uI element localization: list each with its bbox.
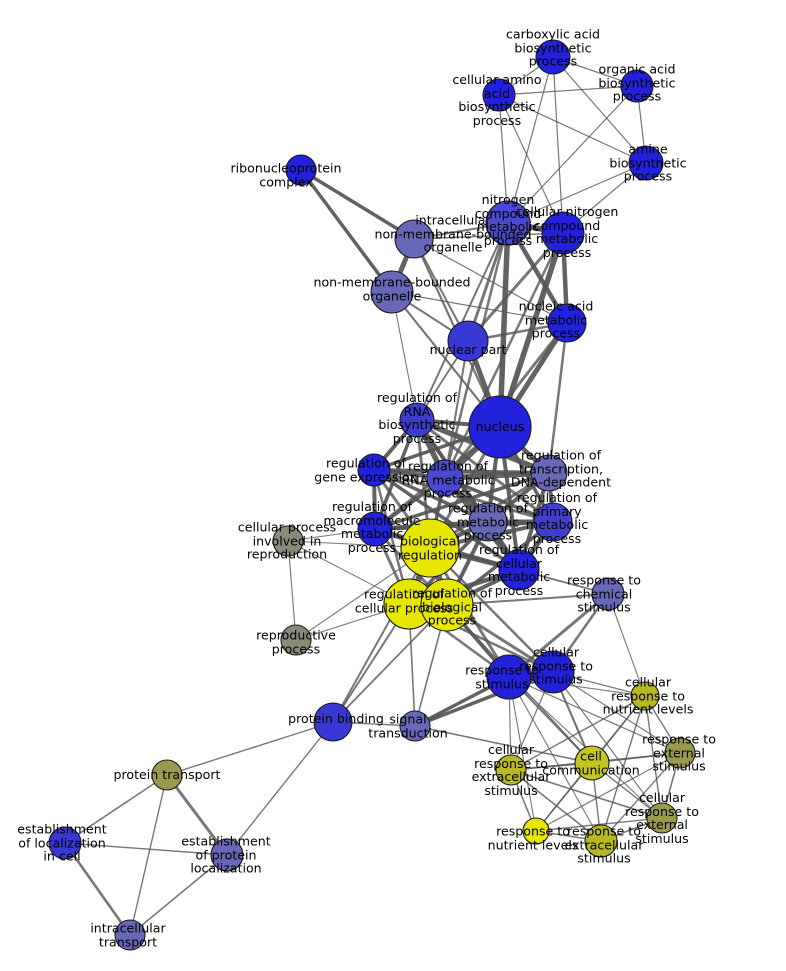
graph-edge bbox=[552, 56, 647, 164]
graph-node-signal-transduction[interactable] bbox=[399, 710, 431, 742]
graph-edge bbox=[547, 321, 569, 475]
graph-node-cellular-response-to-extracellular-stimulus[interactable] bbox=[495, 754, 527, 786]
graph-edge bbox=[299, 168, 416, 241]
graph-edge bbox=[414, 725, 593, 764]
edges-group bbox=[63, 56, 681, 937]
graph-node-establishment-of-protein-localization[interactable] bbox=[210, 838, 244, 872]
graph-edge bbox=[507, 56, 554, 224]
graph-edge bbox=[64, 842, 228, 856]
graph-edge bbox=[373, 418, 419, 531]
graph-edge bbox=[391, 291, 568, 324]
graph-node-response-to-nutrient-levels[interactable] bbox=[522, 817, 550, 845]
graph-edge bbox=[510, 769, 663, 819]
graph-node-regulation-of-macromolecule-metabolic-process[interactable] bbox=[357, 511, 393, 547]
graph-edge bbox=[510, 769, 602, 842]
graph-edge bbox=[607, 593, 646, 697]
graph-node-response-to-extracellular-stimulus[interactable] bbox=[584, 824, 618, 858]
graph-edge bbox=[372, 468, 490, 524]
graph-node-response-to-chemical-stimulus[interactable] bbox=[591, 577, 625, 611]
graph-edge bbox=[226, 721, 334, 856]
graph-node-nuclear-part[interactable] bbox=[447, 320, 489, 362]
graph-edge bbox=[535, 817, 663, 832]
graph-node-cellular-response-to-nutrient-levels[interactable] bbox=[630, 681, 660, 711]
graph-node-reproductive-process[interactable] bbox=[280, 624, 312, 656]
graph-node-nitrogen-compound-metabolic-process[interactable] bbox=[485, 200, 531, 246]
graph-node-regulation-of-primary-metabolic-process[interactable] bbox=[533, 502, 573, 542]
graph-edge bbox=[63, 841, 132, 937]
graph-edge bbox=[535, 752, 681, 832]
graph-node-amine-biosynthetic-process[interactable] bbox=[628, 145, 664, 181]
graph-node-cellular-response-to-external-stimulus[interactable] bbox=[646, 802, 678, 834]
graph-node-biological-regulation[interactable] bbox=[400, 518, 460, 578]
graph-node-non-membrane-bounded-organelle[interactable] bbox=[370, 270, 414, 314]
graph-node-cellular-nitrogen-compound-metabolic-process[interactable] bbox=[541, 211, 585, 255]
graph-node-response-to-external-stimulus[interactable] bbox=[664, 737, 696, 769]
graph-edge bbox=[644, 695, 663, 819]
graph-edge bbox=[600, 752, 681, 842]
graph-edge bbox=[446, 593, 609, 606]
graph-node-regulation-of-metabolic-process[interactable] bbox=[468, 502, 508, 542]
graph-edge bbox=[129, 774, 168, 936]
graph-edge bbox=[332, 547, 431, 723]
graph-edge bbox=[372, 468, 521, 572]
graph-node-intracellular-non-membrane-bounded-organelle[interactable] bbox=[394, 219, 434, 259]
graph-edge bbox=[332, 604, 448, 723]
graph-edge bbox=[64, 774, 168, 844]
graph-node-protein-transport[interactable] bbox=[151, 759, 183, 791]
graph-node-organic-acid-biosynthetic-process[interactable] bbox=[620, 69, 654, 103]
graph-edge bbox=[507, 162, 647, 224]
graph-edge bbox=[498, 94, 564, 234]
graph-node-cellular-process-involved-in-reproduction[interactable] bbox=[272, 525, 304, 557]
graph-edge bbox=[510, 695, 646, 771]
graph-edge bbox=[372, 468, 555, 524]
graph-node-regulation-of-cellular-metabolic-process[interactable] bbox=[498, 549, 540, 591]
graph-node-protein-binding[interactable] bbox=[313, 702, 353, 742]
graph-edge bbox=[507, 85, 638, 224]
graph-edge bbox=[373, 520, 555, 531]
graph-edge bbox=[444, 340, 469, 479]
graph-edge bbox=[373, 471, 551, 531]
graph-edge bbox=[508, 676, 602, 842]
graph-node-response-to-stimulus[interactable] bbox=[486, 654, 532, 700]
graph-edge bbox=[498, 94, 647, 164]
graph-node-intracellular-transport[interactable] bbox=[114, 919, 146, 951]
graph-edge bbox=[299, 168, 394, 294]
graph-node-regulation-of-transcription-dna-dependent[interactable] bbox=[530, 454, 568, 492]
graph-node-regulation-of-gene-expression[interactable] bbox=[357, 453, 391, 487]
graph-edge bbox=[413, 232, 564, 240]
graph-node-ribonucleoprotein-complex[interactable] bbox=[285, 154, 317, 186]
graph-edge bbox=[166, 721, 334, 776]
graph-node-carboxylic-acid-biosynthetic-process[interactable] bbox=[535, 39, 571, 75]
nodes-group bbox=[48, 39, 696, 951]
graph-node-cell-communication[interactable] bbox=[574, 745, 610, 781]
graph-edge bbox=[600, 695, 646, 842]
graph-edge bbox=[129, 854, 228, 936]
graph-edge bbox=[497, 220, 511, 430]
graph-node-cellular-amino-acid-biosynthetic-process[interactable] bbox=[482, 78, 516, 112]
graph-edge bbox=[466, 231, 565, 343]
graph-edge bbox=[552, 56, 564, 234]
graph-node-establishment-of-localization-in-cell[interactable] bbox=[48, 826, 82, 860]
graph-node-nucleic-acid-metabolic-process[interactable] bbox=[547, 303, 587, 343]
graph-edge bbox=[165, 773, 229, 857]
graph-node-regulation-of-rna-biosynthetic-process[interactable] bbox=[399, 402, 435, 438]
graph-edge bbox=[508, 676, 537, 832]
graph-node-regulation-of-rna-metabolic-process[interactable] bbox=[426, 459, 464, 497]
graph-node-regulation-of-biological-process[interactable] bbox=[420, 578, 474, 632]
graph-node-cellular-response-to-stimulus[interactable] bbox=[531, 650, 575, 694]
graph-edge bbox=[413, 238, 568, 324]
graph-edge bbox=[287, 540, 297, 641]
graph-edge bbox=[498, 85, 638, 96]
graph-node-nucleus[interactable] bbox=[468, 395, 532, 459]
graph-edge bbox=[391, 291, 418, 421]
